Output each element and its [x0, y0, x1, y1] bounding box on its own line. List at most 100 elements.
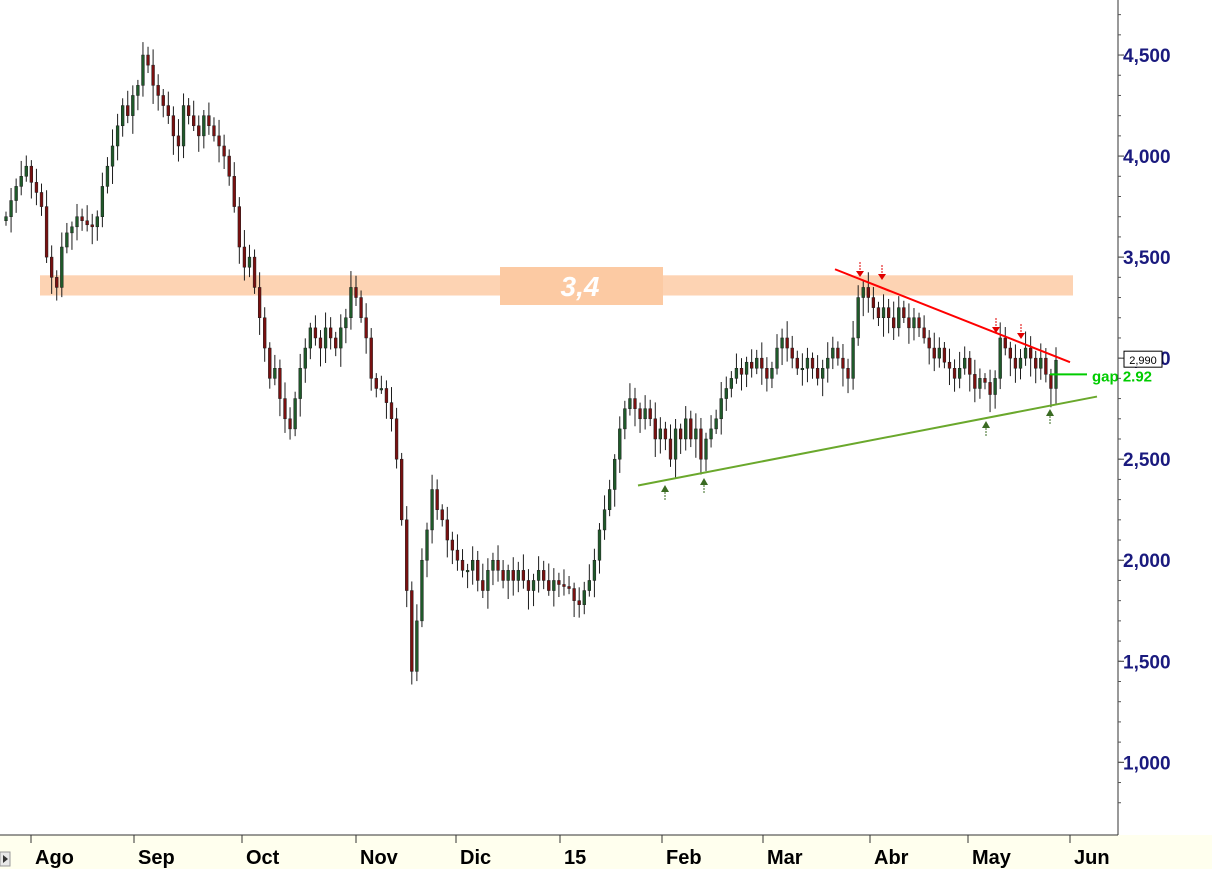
- candle-down: [557, 580, 561, 585]
- candle-up: [293, 398, 297, 430]
- candle-down: [283, 398, 287, 420]
- x-tick-label: Ago: [35, 847, 74, 869]
- candle-down: [410, 590, 414, 672]
- candle-up: [805, 357, 810, 369]
- x-tick-label: Feb: [666, 847, 702, 869]
- candle-down: [161, 95, 165, 106]
- candle-up: [618, 428, 622, 460]
- candle-up: [881, 307, 886, 318]
- candle-down: [653, 418, 657, 440]
- candle-down: [836, 347, 840, 359]
- scroll-left-icon: [3, 855, 8, 863]
- y-tick-label: 4,000: [1123, 147, 1171, 168]
- up-arrow-icon: [661, 485, 669, 492]
- candle-down: [815, 368, 820, 379]
- candle-down: [795, 357, 799, 369]
- candle-down: [983, 378, 987, 383]
- candle-up: [724, 388, 728, 399]
- candle-down: [126, 105, 130, 116]
- candle-down: [1028, 347, 1033, 359]
- candle-up: [60, 246, 64, 288]
- candle-down: [496, 559, 500, 571]
- support-trendline: [637, 395, 1098, 487]
- candle-up: [181, 105, 186, 147]
- candle-down: [678, 428, 683, 440]
- candle-down: [841, 357, 845, 369]
- candle-down: [567, 586, 571, 589]
- down-arrow-icon: [1017, 333, 1025, 339]
- candle-down: [750, 361, 754, 369]
- candle-up: [719, 398, 723, 420]
- candle-down: [257, 287, 262, 318]
- candle-up: [856, 297, 860, 339]
- candle-down: [186, 105, 191, 116]
- candle-down: [85, 220, 89, 226]
- candle-up: [613, 458, 617, 490]
- trendlines-layer: gap 2.92: [637, 262, 1152, 501]
- candle-up: [957, 368, 962, 379]
- candle-down: [232, 176, 236, 207]
- candle-up: [937, 347, 941, 359]
- candle-down: [222, 145, 226, 157]
- candle-down: [927, 337, 931, 349]
- zone-label: 3,4: [561, 271, 600, 302]
- candle-down: [871, 297, 876, 308]
- candle-up: [978, 378, 982, 389]
- candle-down: [648, 408, 652, 420]
- candle-up: [597, 529, 602, 561]
- y-tick-label: 1,500: [1123, 652, 1171, 673]
- candle-down: [1013, 357, 1018, 369]
- candle-down: [1044, 357, 1048, 375]
- candle-up: [121, 105, 125, 127]
- candle-up: [704, 438, 708, 460]
- candle-down: [268, 347, 272, 379]
- candle-down: [227, 155, 231, 177]
- candle-up: [684, 418, 688, 440]
- candle-up: [755, 357, 759, 369]
- candle-up: [552, 580, 556, 591]
- candle-up: [770, 368, 774, 379]
- candle-down: [1049, 374, 1053, 389]
- candle-up: [831, 347, 835, 359]
- candle-up: [115, 125, 120, 147]
- candle-up: [65, 232, 69, 248]
- candle-down: [876, 307, 881, 318]
- candle-up: [592, 559, 597, 581]
- y-tick-label: 2,000: [1123, 551, 1171, 572]
- candle-down: [511, 570, 515, 581]
- candle-down: [760, 357, 764, 369]
- candle-up: [471, 559, 475, 571]
- candle-up: [602, 509, 607, 531]
- candle-up: [19, 176, 23, 187]
- zone-label-box: [500, 267, 663, 305]
- candle-up: [775, 347, 779, 369]
- candle-up: [70, 226, 74, 234]
- candle-up: [100, 186, 105, 217]
- candle-down: [633, 398, 637, 409]
- candle-down: [810, 357, 815, 369]
- candle-down: [1008, 347, 1012, 359]
- candle-down: [846, 368, 850, 379]
- candle-down: [1003, 337, 1007, 349]
- candle-down: [460, 559, 465, 571]
- candle-down: [405, 519, 409, 591]
- candle-down: [389, 402, 394, 420]
- down-arrow-icon: [878, 274, 886, 280]
- candle-down: [156, 85, 160, 96]
- candle-down: [440, 509, 444, 521]
- candle-up: [202, 115, 206, 137]
- x-tick-label: May: [972, 847, 1012, 869]
- x-tick-label: 15: [564, 847, 586, 869]
- y-tick-label: 1,000: [1123, 753, 1171, 774]
- candle-up: [709, 428, 713, 440]
- candle-up: [851, 337, 855, 379]
- candle-down: [932, 347, 936, 359]
- down-arrow-icon: [856, 271, 864, 277]
- candle-down: [176, 135, 181, 147]
- candle-down: [171, 115, 176, 137]
- candle-up: [105, 165, 110, 187]
- candle-up: [420, 559, 424, 622]
- candle-down: [400, 458, 404, 521]
